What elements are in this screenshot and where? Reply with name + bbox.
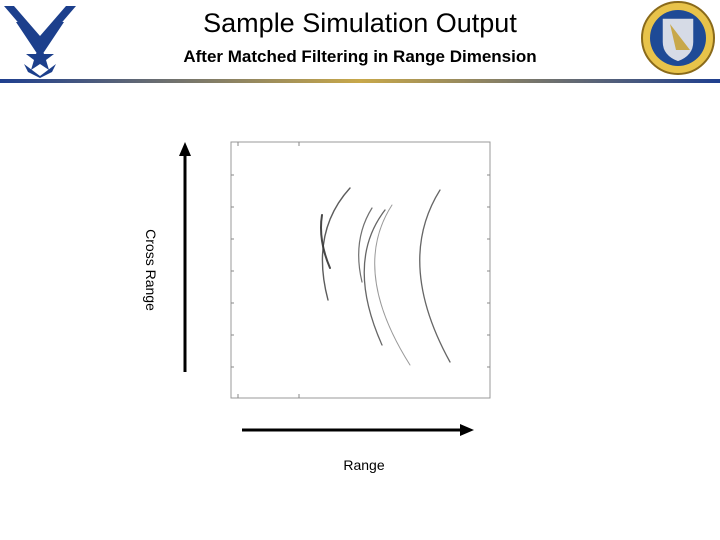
- slide-subtitle: After Matched Filtering in Range Dimensi…: [183, 47, 536, 66]
- range-arrow: [242, 424, 474, 436]
- cross-range-arrow: [179, 142, 191, 372]
- air-force-logo: [4, 6, 76, 78]
- simulation-image: [230, 141, 491, 399]
- y-axis-label: Cross Range: [143, 229, 159, 311]
- header-rule: [0, 79, 720, 83]
- afit-shield-logo: [641, 1, 715, 75]
- x-axis-label: Range: [343, 457, 384, 473]
- slide-title: Sample Simulation Output: [203, 8, 517, 38]
